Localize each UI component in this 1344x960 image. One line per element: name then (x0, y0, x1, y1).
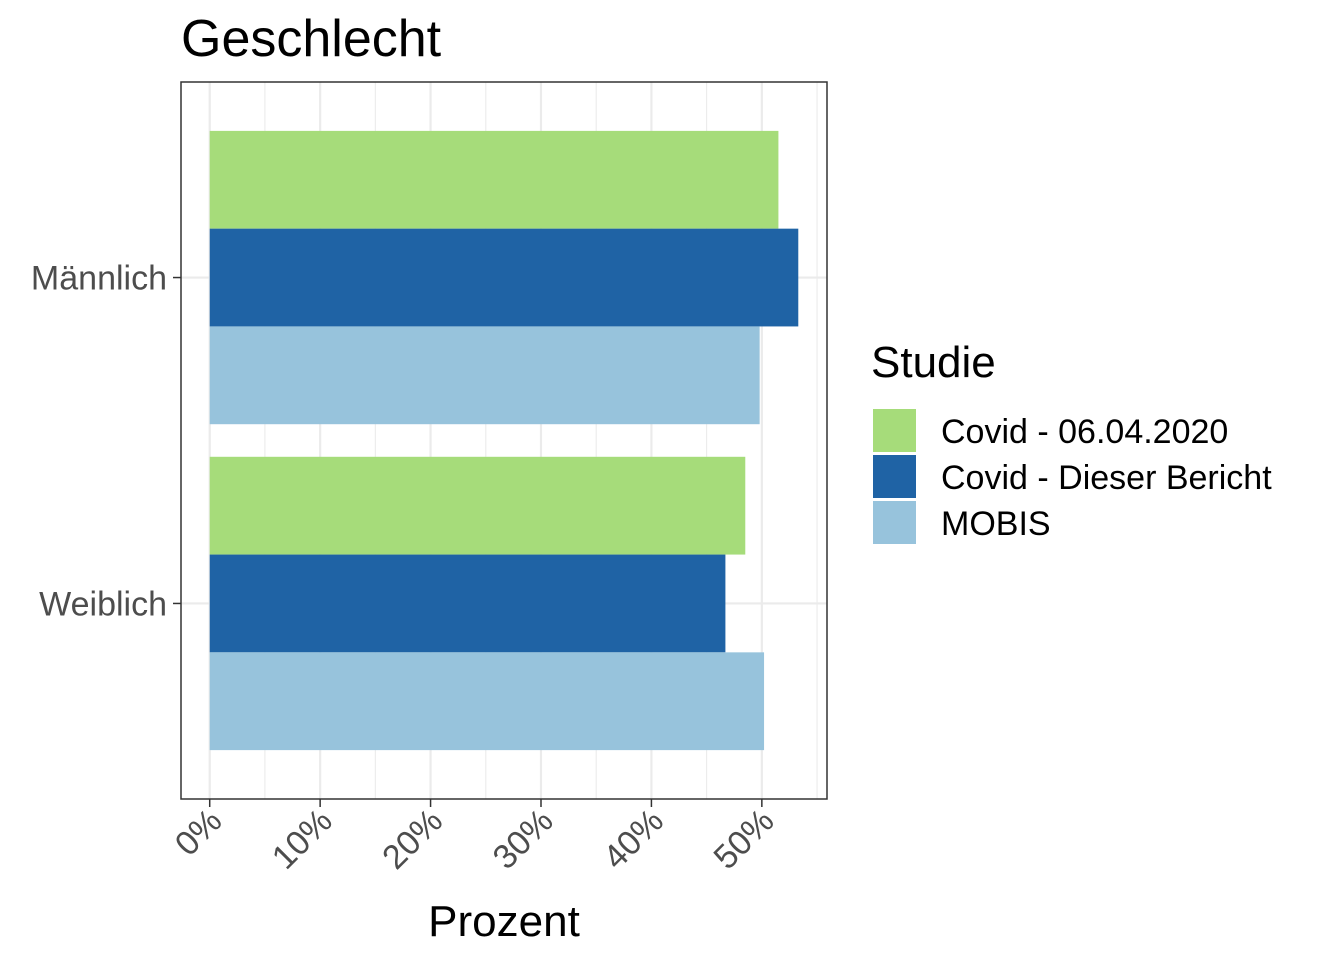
legend: Studie Covid - 06.04.2020 Covid - Dieser … (871, 338, 1272, 544)
x-tick-label: 30% (486, 802, 561, 877)
x-axis-title: Prozent (428, 897, 580, 946)
y-tick-label: Weiblich (39, 585, 167, 623)
bar (209, 554, 726, 653)
x-tick-label: 0% (168, 802, 230, 864)
bar (209, 326, 760, 425)
legend-swatch (873, 409, 916, 452)
plot-panel-border (180, 81, 828, 800)
x-tick-label: 10% (265, 802, 340, 877)
legend-label: Covid - 06.04.2020 (941, 413, 1228, 451)
legend-label: MOBIS (941, 505, 1051, 543)
chart-title: Geschlecht (181, 10, 442, 68)
legend-label: Covid - Dieser Bericht (941, 459, 1272, 497)
bars (209, 130, 799, 751)
y-tick-label: Männlich (31, 260, 167, 298)
x-tick-label: 50% (707, 802, 782, 877)
bar (209, 456, 746, 555)
legend-title: Studie (871, 338, 996, 387)
bar (209, 130, 779, 229)
bar (209, 228, 799, 327)
legend-swatch (873, 455, 916, 498)
x-axis: 0% 10% 20% 30% 40% 50% (168, 799, 782, 877)
bar (209, 652, 765, 751)
y-axis: Weiblich Männlich (31, 260, 181, 623)
x-tick-label: 40% (596, 802, 671, 877)
x-tick-label: 20% (375, 802, 450, 877)
legend-swatch (873, 501, 916, 544)
